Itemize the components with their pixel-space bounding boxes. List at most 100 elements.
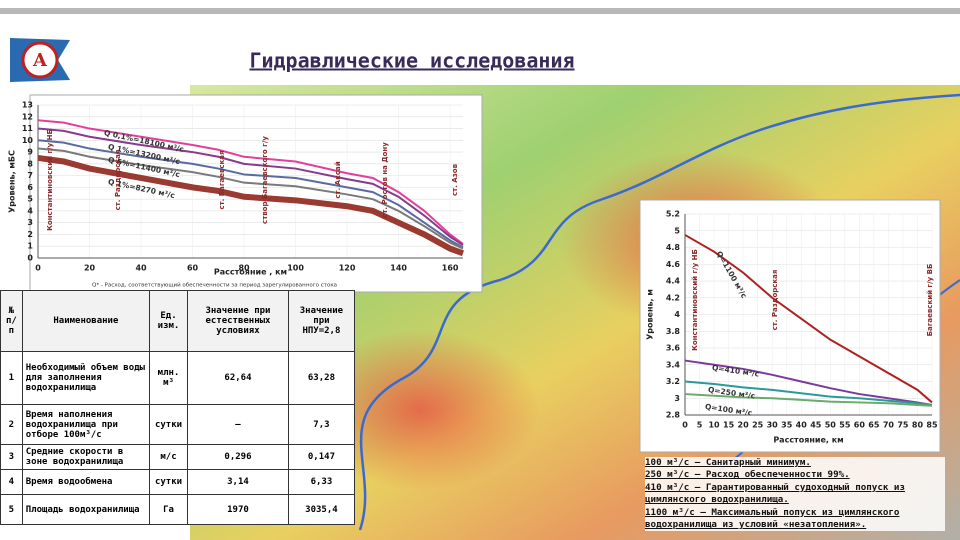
x-tick-label: 30 <box>767 421 779 430</box>
station-label: ст. Раздорская <box>771 270 779 331</box>
table-row: 3 Средние скорости в зоне водохранилища м/… <box>0 444 356 470</box>
x-tick-label: 140 <box>390 264 407 273</box>
x-axis-label: Расстояние, км <box>773 436 843 445</box>
x-tick-label: 70 <box>883 421 895 430</box>
data-line <box>37 139 464 249</box>
x-tick-label: 35 <box>781 421 793 430</box>
x-tick-label: 65 <box>868 421 880 430</box>
y-axis-label: Уровень, мБС <box>8 150 17 213</box>
data-line <box>684 380 933 406</box>
y-tick-label: 2.8 <box>666 411 681 420</box>
y-tick-label: 1 <box>27 242 33 251</box>
table-header-cell: № п/п <box>0 290 23 352</box>
x-tick-label: 60 <box>187 264 199 273</box>
y-tick-label: 3 <box>27 218 33 227</box>
table-cell: Время водообмена <box>21 469 151 495</box>
x-tick-label: 100 <box>287 264 304 273</box>
table-cell: 7,3 <box>287 404 356 445</box>
station-label: Константиновский г/у НБ <box>691 249 699 351</box>
x-tick-label: 5 <box>697 421 703 430</box>
y-tick-label: 11 <box>22 124 34 133</box>
y-tick-label: 3.2 <box>666 377 680 386</box>
y-tick-label: 12 <box>22 112 33 121</box>
x-tick-label: 80 <box>912 421 924 430</box>
station-label: ст. Багаевская <box>218 150 226 209</box>
svg-text:A: A <box>32 50 48 71</box>
table-cell: 6,33 <box>287 469 356 495</box>
station-label: ст. Ростов на Дону <box>381 142 389 218</box>
notes: 100 м³/с – Санитарный минимум. 250 м³/с –… <box>645 457 945 532</box>
chart-panel <box>29 94 483 293</box>
y-tick-label: 4.8 <box>666 243 681 252</box>
y-tick-label: 6 <box>27 183 33 192</box>
table-cell: 2 <box>0 404 23 445</box>
table-cell: млн. м³ <box>149 351 189 405</box>
y-tick-label: 4.2 <box>666 293 680 302</box>
station-label: створ Багаевского г/у <box>261 136 269 224</box>
table-cell: 0,296 <box>187 444 289 470</box>
y-tick-label: 5.2 <box>666 210 680 219</box>
data-line <box>37 147 464 250</box>
table-header-cell: Значение при естественных условиях <box>187 290 289 352</box>
y-tick-label: 2 <box>27 230 33 239</box>
x-tick-label: 50 <box>825 421 837 430</box>
footnote: Q* - Расход, соответствующий обеспеченно… <box>92 282 337 289</box>
station-label: ст. Азов <box>451 163 459 196</box>
table-header-cell: Наименование <box>21 290 151 352</box>
x-tick-label: 60 <box>854 421 866 430</box>
y-tick-label: 3 <box>674 394 680 403</box>
y-tick-label: 5 <box>27 195 33 204</box>
x-tick-label: 45 <box>810 421 822 430</box>
river <box>358 93 960 531</box>
data-line <box>37 154 465 257</box>
y-tick-label: 3.8 <box>666 327 681 336</box>
x-tick-label: 20 <box>84 264 96 273</box>
y-tick-label: 8 <box>27 159 33 168</box>
table-cell: 1 <box>0 351 23 405</box>
table-cell: м/с <box>149 444 189 470</box>
table-cell: Га <box>149 494 189 525</box>
table-cell: — <box>187 404 289 445</box>
x-tick-label: 55 <box>839 421 851 430</box>
logo: A <box>10 38 70 82</box>
y-tick-label: 10 <box>22 136 34 145</box>
table-cell: 62,64 <box>187 351 289 405</box>
station-label: ст. Раздорская <box>114 150 122 211</box>
y-tick-label: 5 <box>674 226 680 235</box>
x-tick-label: 25 <box>752 421 764 430</box>
note-line: 1100 м³/с – Максимальный попуск из цимля… <box>645 506 900 531</box>
data-line <box>684 359 933 406</box>
table-cell: 3035,4 <box>287 494 356 525</box>
table-cell: сутки <box>149 404 189 445</box>
note-line: 100 м³/с – Санитарный минимум. <box>645 457 811 468</box>
table-cell: Площадь водохранилища <box>21 494 151 525</box>
x-tick-label: 15 <box>723 421 735 430</box>
data-line <box>37 127 464 246</box>
table-cell: Средние скорости в зоне водохранилища <box>21 444 151 470</box>
table-cell: Время наполнения водохранилища при отбор… <box>21 404 151 445</box>
data-line <box>684 393 933 407</box>
x-tick-label: 75 <box>897 421 909 430</box>
x-tick-label: 40 <box>135 264 147 273</box>
x-tick-label: 40 <box>796 421 808 430</box>
chart-panel <box>639 199 941 453</box>
note-line: 250 м³/с – Расход обеспеченности 99%. <box>645 469 850 481</box>
table-cell: 3,14 <box>187 469 289 495</box>
table-cell: 63,28 <box>287 351 356 405</box>
y-tick-label: 9 <box>27 148 33 157</box>
data-line <box>684 234 933 404</box>
x-tick-label: 20 <box>738 421 750 430</box>
x-tick-label: 0 <box>35 264 41 273</box>
data-line <box>37 119 464 245</box>
table-row: 1 Необходимый объем воды для заполнения в… <box>0 351 356 405</box>
x-tick-label: 160 <box>442 264 459 273</box>
x-tick-label: 0 <box>682 421 688 430</box>
table-cell: 5 <box>0 494 23 525</box>
y-tick-label: 3.4 <box>666 360 681 369</box>
station-label: Константиновский г/у НБ <box>46 129 54 231</box>
y-axis-label: Уровень, м <box>646 289 655 340</box>
table-header-cell: Значение при НПУ=2,8 <box>287 290 356 352</box>
x-axis-label: Расстояние , км <box>214 268 287 277</box>
y-tick-label: 13 <box>22 101 33 110</box>
